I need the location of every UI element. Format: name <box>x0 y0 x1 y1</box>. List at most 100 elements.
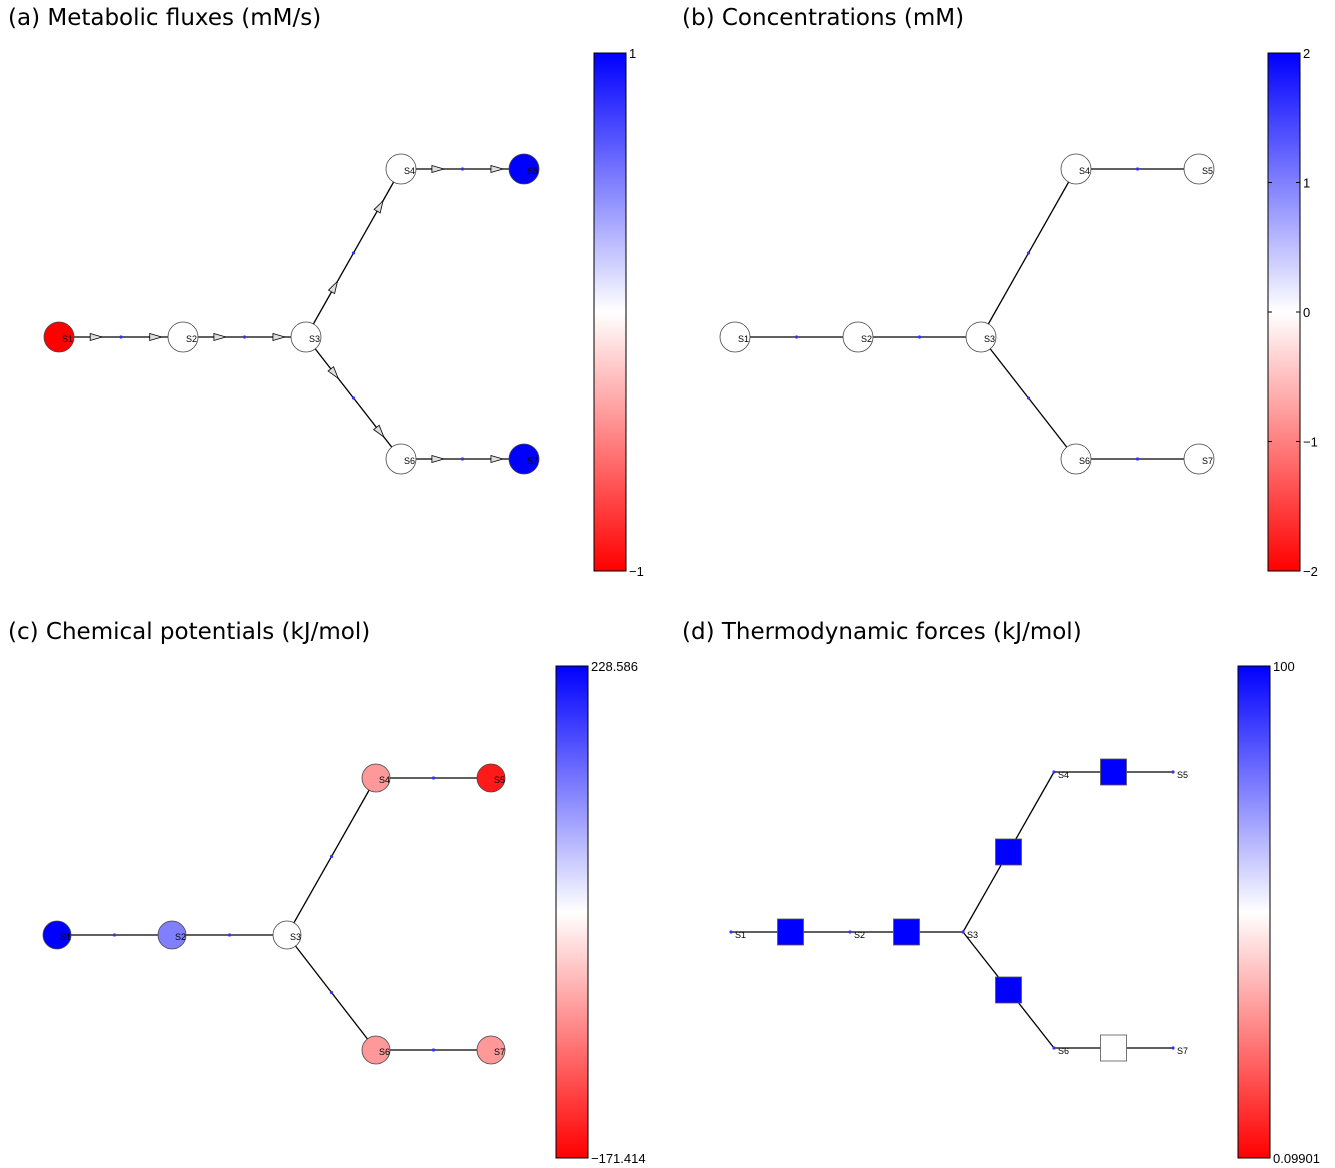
colorbar-tick-label: 0.09901 <box>1273 1151 1320 1166</box>
panel-c-title: (c) Chemical potentials (kJ/mol) <box>8 619 371 645</box>
reaction-node-dot <box>794 335 799 339</box>
species-label: S2 <box>861 334 872 344</box>
reaction-node-dot <box>351 251 356 255</box>
flux-arrow-icon <box>490 164 505 174</box>
species-label: S4 <box>1058 770 1069 780</box>
species-label: S5 <box>1202 166 1213 176</box>
species-node <box>42 920 72 950</box>
species-node <box>1060 153 1092 185</box>
reaction-node-dot <box>242 335 247 339</box>
species-node <box>361 763 391 793</box>
flux-arrow-icon <box>213 332 228 342</box>
species-node <box>719 321 751 353</box>
colorbar <box>593 52 627 572</box>
panel-b-title: (b) Concentrations (mM) <box>682 5 965 31</box>
species-node <box>385 443 417 475</box>
reaction-node-dot <box>431 1048 436 1052</box>
colorbar-tick-label: −2 <box>1303 564 1318 579</box>
species-node <box>290 321 322 353</box>
reaction-node-dot <box>329 990 334 995</box>
species-node <box>1052 1046 1056 1050</box>
reaction-force-marker <box>777 918 804 946</box>
species-node <box>842 321 874 353</box>
flux-arrow-icon <box>149 332 164 342</box>
species-label: S2 <box>186 334 197 344</box>
species-label: S3 <box>984 334 995 344</box>
species-label: S6 <box>404 456 415 466</box>
colorbar-tick-label: 0 <box>1303 305 1310 320</box>
species-label: S5 <box>1177 770 1188 780</box>
flux-arrow-icon <box>431 164 446 174</box>
species-node <box>1060 443 1092 475</box>
reaction-node-dot <box>1026 251 1031 255</box>
species-label: S1 <box>62 334 73 344</box>
species-node <box>385 153 417 185</box>
panel-d-network: S1 S2 S3 S4 S5 S6 S7 100 0.09901 <box>729 659 1320 1166</box>
species-label: S7 <box>527 456 538 466</box>
colorbar-tick-label: 1 <box>1303 176 1310 191</box>
reaction-force-marker <box>995 838 1022 866</box>
species-label: S6 <box>379 1047 390 1057</box>
colorbar-tick-label: 2 <box>1303 46 1310 61</box>
reaction-force-marker <box>893 918 920 946</box>
colorbar <box>1237 665 1271 1159</box>
species-label: S7 <box>494 1047 505 1057</box>
colorbar-tick-label: 228.586 <box>591 659 638 674</box>
species-node <box>476 1035 506 1065</box>
reaction-node-dot <box>1026 396 1031 400</box>
flux-arrow-icon <box>372 424 385 439</box>
reaction-node-dot <box>119 335 123 339</box>
species-node <box>1052 770 1056 774</box>
species-node <box>729 930 733 934</box>
species-label: S7 <box>1202 456 1213 466</box>
panel-d-title: (d) Thermodynamic forces (kJ/mol) <box>682 619 1082 645</box>
flux-arrow-icon <box>431 454 446 464</box>
species-node <box>1171 1046 1175 1050</box>
colorbar <box>1267 52 1301 572</box>
flux-arrow-icon <box>373 199 384 214</box>
species-node <box>508 153 540 185</box>
species-node <box>961 930 965 934</box>
species-label: S4 <box>379 775 390 785</box>
panel-c-network: S1 S2 S3 S4 S5 S6 S7 228.586 −171.414 <box>42 659 646 1166</box>
species-node <box>157 920 187 950</box>
reaction-node-dot <box>460 167 465 171</box>
flux-arrow-icon <box>327 280 339 295</box>
reaction-force-marker <box>1100 758 1127 786</box>
species-label: S2 <box>854 930 865 940</box>
colorbar-tick-label: 100 <box>1273 659 1295 674</box>
species-label: S4 <box>1079 166 1090 176</box>
reaction-force-marker <box>995 976 1022 1004</box>
panel-a-network: S1 S2 S3 S4 S5 S6 S7 1 −1 <box>43 46 644 579</box>
species-label: S1 <box>60 932 71 942</box>
flux-arrow-icon <box>490 454 505 464</box>
species-label: S3 <box>290 932 301 942</box>
reaction-node-dot <box>351 396 356 400</box>
species-node <box>476 763 506 793</box>
reaction-node-dot <box>1135 457 1140 461</box>
species-label: S6 <box>1079 456 1090 466</box>
reaction-node-dot <box>460 457 465 461</box>
colorbar-tick-label: −171.414 <box>591 1151 646 1166</box>
species-label: S5 <box>527 166 538 176</box>
species-node <box>167 321 199 353</box>
flux-arrow-icon <box>327 366 340 380</box>
species-node <box>848 930 852 934</box>
species-node <box>508 443 540 475</box>
reaction-node-dot <box>227 933 232 937</box>
species-label: S1 <box>735 930 746 940</box>
species-label: S7 <box>1177 1046 1188 1056</box>
species-label: S3 <box>309 334 320 344</box>
reaction-node-dot <box>431 776 436 780</box>
species-node <box>1183 443 1215 475</box>
colorbar-tick-label: −1 <box>629 564 644 579</box>
species-node <box>1183 153 1215 185</box>
species-node <box>272 920 302 950</box>
species-node <box>361 1035 391 1065</box>
colorbar-tick-label: −1 <box>1303 435 1318 450</box>
species-node <box>965 321 997 353</box>
species-label: S3 <box>967 930 978 940</box>
species-node <box>1171 770 1175 774</box>
species-node <box>43 321 75 353</box>
